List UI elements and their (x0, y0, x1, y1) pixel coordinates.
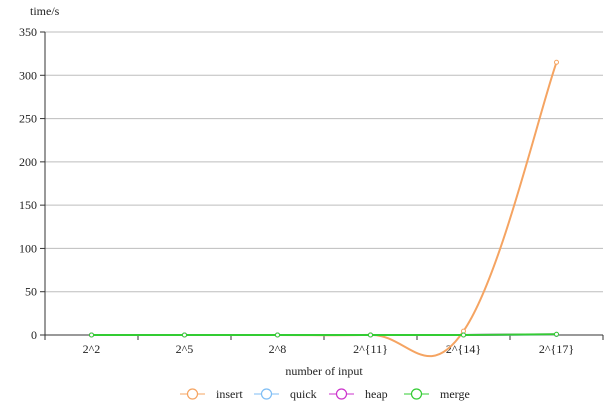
y-tick-label: 350 (19, 25, 37, 39)
x-tick-label: 2^2 (83, 342, 101, 356)
data-point-merge[interactable] (461, 332, 466, 338)
data-point-insert[interactable] (554, 59, 559, 65)
legend[interactable]: insert quick heap merge (180, 387, 470, 401)
x-tick-label: 2^{11} (353, 342, 388, 356)
y-tick-label: 300 (19, 68, 37, 82)
x-tick-label: 2^8 (269, 342, 287, 356)
series-layer (89, 59, 559, 357)
legend-item-insert[interactable]: insert (180, 387, 243, 401)
legend-label: heap (365, 387, 388, 401)
axis-layer: 0 50 100 150 200 250 300 350 2^2 2^5 2^8 2^{11} 2^{1… (19, 25, 604, 356)
x-tick-label: 2^5 (176, 342, 194, 356)
series-line-insert (91, 61, 558, 357)
y-tick-label: 100 (19, 241, 37, 255)
data-point-merge[interactable] (368, 332, 373, 338)
y-axis-title: time/s (30, 4, 60, 18)
legend-swatch-marker (260, 388, 273, 400)
grid-layer (45, 31, 603, 293)
x-tick-label: 2^{17} (539, 342, 574, 356)
legend-swatch-marker (410, 388, 423, 400)
y-tick-label: 50 (25, 285, 37, 299)
series-line-merge (91, 333, 557, 337)
x-axis-title: number of input (285, 364, 363, 378)
legend-item-heap[interactable]: heap (329, 387, 388, 401)
y-tick-label: 200 (19, 155, 37, 169)
data-point-merge[interactable] (554, 331, 559, 337)
data-point-merge[interactable] (275, 332, 280, 338)
legend-label: insert (216, 387, 243, 401)
legend-swatch-marker (186, 388, 199, 400)
data-point-merge[interactable] (89, 332, 94, 338)
data-point-merge[interactable] (182, 332, 187, 338)
legend-label: quick (290, 387, 317, 401)
legend-label: merge (440, 387, 470, 401)
y-tick-label: 0 (31, 328, 37, 342)
x-tick-label: 2^{14} (446, 342, 481, 356)
legend-item-merge[interactable]: merge (404, 387, 470, 401)
legend-swatch-marker (335, 388, 348, 400)
y-tick-label: 150 (19, 198, 37, 212)
y-tick-label: 250 (19, 112, 37, 126)
legend-item-quick[interactable]: quick (254, 387, 317, 401)
